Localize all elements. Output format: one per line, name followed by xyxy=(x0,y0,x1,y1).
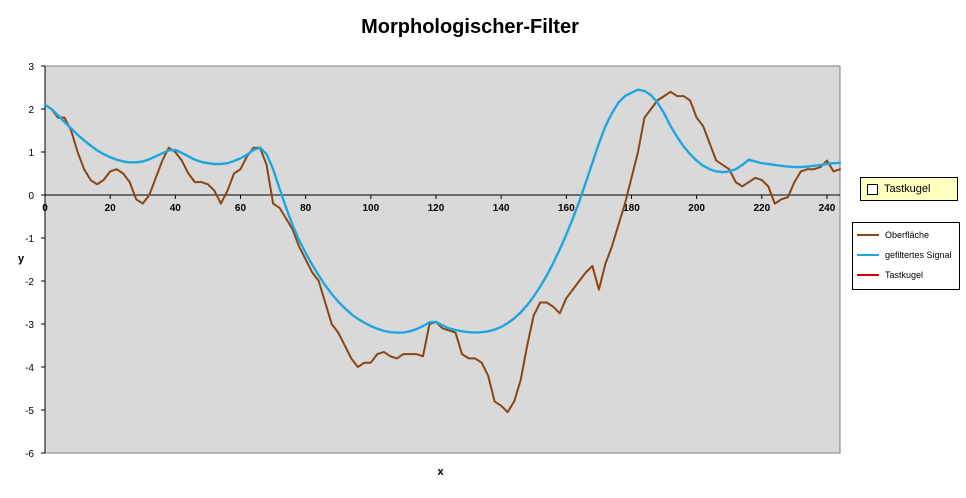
x-tick-label: 220 xyxy=(753,203,770,214)
series-line-1 xyxy=(43,88,842,334)
x-tick-label: 80 xyxy=(300,203,312,214)
x-tick-label: 200 xyxy=(688,203,705,214)
y-tick-label: -2 xyxy=(25,277,34,288)
chart-title: Morphologischer-Filter xyxy=(361,16,579,38)
x-tick-label: 40 xyxy=(170,203,182,214)
x-tick-label: 180 xyxy=(623,203,640,214)
y-tick-label: -4 xyxy=(25,363,34,374)
tastkugel-checkbox[interactable] xyxy=(867,183,878,195)
x-tick-label: 20 xyxy=(105,203,117,214)
legend-item-oberflaeche: Oberfläche xyxy=(853,225,959,245)
x-axis-label: x xyxy=(437,466,444,478)
y-tick-label: 2 xyxy=(28,105,34,116)
y-tick-label: 1 xyxy=(28,148,34,159)
y-tick-label: -5 xyxy=(25,406,34,417)
x-tick-label: 120 xyxy=(428,203,445,214)
legend-item-tastkugel: Tastkugel xyxy=(853,265,959,285)
y-tick-label: -6 xyxy=(25,449,34,460)
tastkugel-toggle[interactable]: Tastkugel xyxy=(860,177,958,201)
x-tick-label: 100 xyxy=(362,203,379,214)
plot-area xyxy=(44,65,841,454)
legend-swatch-oberflaeche xyxy=(857,234,879,236)
x-tick-label: 140 xyxy=(493,203,510,214)
legend-swatch-tastkugel xyxy=(857,274,879,276)
x-tick-label: 160 xyxy=(558,203,575,214)
legend-label-tastkugel: Tastkugel xyxy=(885,270,924,280)
x-tick-label: 0 xyxy=(42,203,48,214)
legend-swatch-gefiltertes-signal xyxy=(857,254,879,256)
y-tick-label: 0 xyxy=(28,191,34,202)
y-tick-label: -1 xyxy=(25,234,34,245)
x-tick-label: 60 xyxy=(235,203,247,214)
y-axis-label: y xyxy=(18,253,25,265)
legend-item-gefiltertes-signal: gefiltertes Signal xyxy=(853,245,959,265)
chart-legend: Oberfläche gefiltertes Signal Tastkugel xyxy=(852,222,960,290)
series-line-0 xyxy=(44,90,841,414)
y-tick-label: 3 xyxy=(28,62,34,73)
legend-label-gefiltertes-signal: gefiltertes Signal xyxy=(885,250,952,260)
tastkugel-checkbox-label: Tastkugel xyxy=(884,183,931,195)
x-tick-label: 240 xyxy=(819,203,836,214)
y-tick-label: -3 xyxy=(25,320,34,331)
legend-label-oberflaeche: Oberfläche xyxy=(885,230,930,240)
